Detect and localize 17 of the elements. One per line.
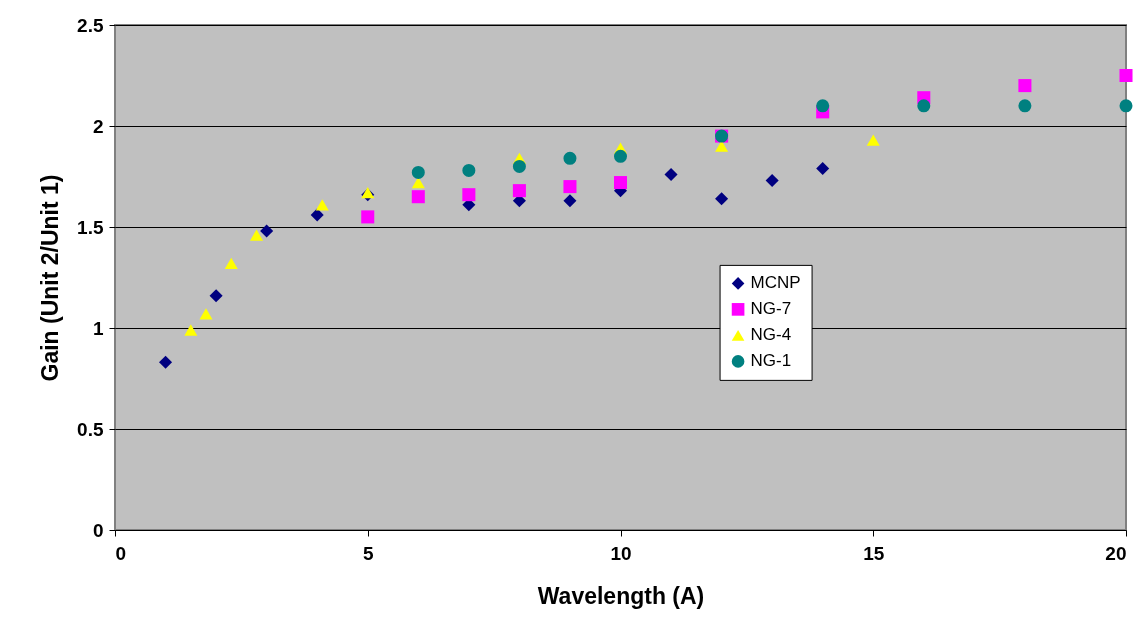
x-tick-label: 10 (610, 542, 632, 564)
y-tick-label: 0 (92, 519, 104, 541)
legend-label: MCNP (750, 273, 801, 293)
x-tick-label: 5 (362, 542, 374, 564)
y-tick-label: 1 (92, 317, 104, 339)
y-tick-label: 2 (92, 115, 104, 137)
legend-label: NG-7 (750, 299, 792, 319)
y-axis-title: Gain (Unit 2/Unit 1) (37, 174, 64, 382)
y-tick-label: 1.5 (77, 216, 104, 238)
x-tick-label: 15 (863, 542, 885, 564)
legend-label: NG-1 (750, 351, 792, 371)
x-tick-label: 0 (115, 542, 127, 564)
y-tick-label: 2.5 (77, 14, 104, 36)
x-axis-title: Wavelength (A) (537, 582, 705, 609)
y-tick-label: 0.5 (77, 418, 104, 440)
legend-label: NG-4 (750, 325, 792, 345)
x-tick-label: 20 (1105, 542, 1127, 564)
